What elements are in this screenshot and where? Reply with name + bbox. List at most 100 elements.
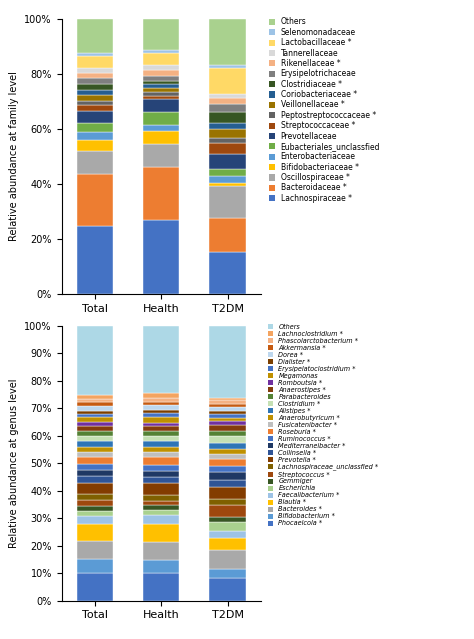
Bar	[210, 138, 246, 142]
Bar	[76, 226, 113, 294]
Bar	[143, 457, 180, 465]
Bar	[143, 50, 180, 53]
Bar	[210, 459, 246, 466]
Bar	[210, 550, 246, 569]
Bar	[143, 560, 180, 573]
Text: (A): (A)	[150, 332, 172, 346]
Bar	[76, 19, 113, 53]
Bar	[143, 131, 180, 144]
Bar	[210, 176, 246, 183]
Bar	[143, 19, 180, 50]
Bar	[143, 167, 180, 220]
Bar	[143, 220, 180, 294]
Bar	[76, 95, 113, 100]
Bar	[76, 396, 113, 399]
Bar	[76, 132, 113, 140]
Bar	[143, 447, 180, 452]
Bar	[210, 499, 246, 505]
Bar	[210, 414, 246, 417]
Bar	[143, 501, 180, 505]
Bar	[210, 404, 246, 407]
Bar	[210, 411, 246, 414]
Bar	[210, 142, 246, 154]
Bar	[143, 465, 180, 471]
Bar	[210, 466, 246, 472]
Bar	[143, 417, 180, 423]
Bar	[143, 471, 180, 477]
Bar	[76, 559, 113, 573]
Bar	[76, 441, 113, 447]
Bar	[210, 98, 246, 104]
Bar	[210, 154, 246, 169]
Bar	[76, 541, 113, 559]
Bar	[76, 399, 113, 402]
Bar	[76, 73, 113, 79]
Bar	[76, 411, 113, 414]
Bar	[143, 483, 180, 495]
Bar	[210, 443, 246, 449]
Bar	[76, 573, 113, 601]
Bar	[76, 494, 113, 500]
Bar	[210, 407, 246, 411]
Bar	[143, 436, 180, 441]
Bar	[210, 169, 246, 176]
Bar	[143, 394, 180, 398]
Bar	[76, 516, 113, 524]
Bar	[76, 123, 113, 132]
Bar	[76, 105, 113, 111]
Bar	[210, 449, 246, 454]
Bar	[76, 100, 113, 105]
Bar	[210, 19, 246, 65]
Bar	[210, 65, 246, 68]
Bar	[76, 447, 113, 452]
Bar	[210, 424, 246, 431]
Bar	[76, 326, 113, 396]
Bar	[210, 94, 246, 98]
Bar	[210, 578, 246, 601]
Bar	[76, 470, 113, 477]
Bar	[76, 477, 113, 482]
Bar	[143, 413, 180, 417]
Bar	[210, 522, 246, 531]
Bar	[143, 441, 180, 447]
Bar	[143, 477, 180, 483]
Bar	[143, 452, 180, 457]
Bar	[210, 183, 246, 187]
Bar	[76, 511, 113, 516]
Bar	[210, 538, 246, 550]
Bar	[76, 505, 113, 511]
Bar	[210, 129, 246, 138]
Bar	[143, 84, 180, 88]
Bar	[76, 431, 113, 436]
Bar	[210, 400, 246, 404]
Bar	[76, 151, 113, 174]
Bar	[143, 426, 180, 431]
Bar	[210, 421, 246, 424]
Bar	[210, 68, 246, 94]
Bar	[210, 104, 246, 112]
Bar	[76, 111, 113, 123]
Bar	[143, 514, 180, 523]
Y-axis label: Relative abundance at family level: Relative abundance at family level	[9, 72, 19, 242]
Bar	[143, 431, 180, 436]
Bar	[143, 65, 180, 70]
Bar	[76, 464, 113, 470]
Bar	[143, 76, 180, 81]
Bar	[76, 56, 113, 68]
Bar	[76, 482, 113, 494]
Bar	[143, 81, 180, 84]
Bar	[76, 426, 113, 431]
Y-axis label: Relative abundance at genus level: Relative abundance at genus level	[9, 378, 19, 548]
Bar	[76, 500, 113, 505]
Bar	[143, 88, 180, 92]
Bar	[143, 505, 180, 510]
Bar	[143, 405, 180, 410]
Bar	[76, 79, 113, 84]
Legend: Others, Lachnoclostridium *, Phascolarctobacterium *, Akkermansia *, Dorea *, Di: Others, Lachnoclostridium *, Phascolarct…	[268, 324, 379, 527]
Bar	[210, 487, 246, 499]
Bar	[143, 573, 180, 601]
Bar	[143, 410, 180, 413]
Bar	[76, 84, 113, 90]
Bar	[143, 144, 180, 167]
Bar	[210, 481, 246, 487]
